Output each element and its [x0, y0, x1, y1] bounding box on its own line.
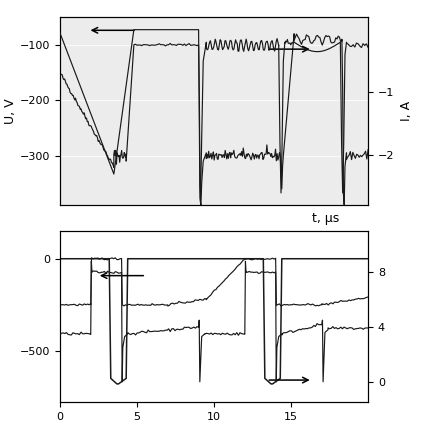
- Text: t, μs: t, μs: [312, 212, 339, 225]
- Y-axis label: U, V: U, V: [4, 98, 17, 124]
- Y-axis label: I, A: I, A: [400, 101, 413, 122]
